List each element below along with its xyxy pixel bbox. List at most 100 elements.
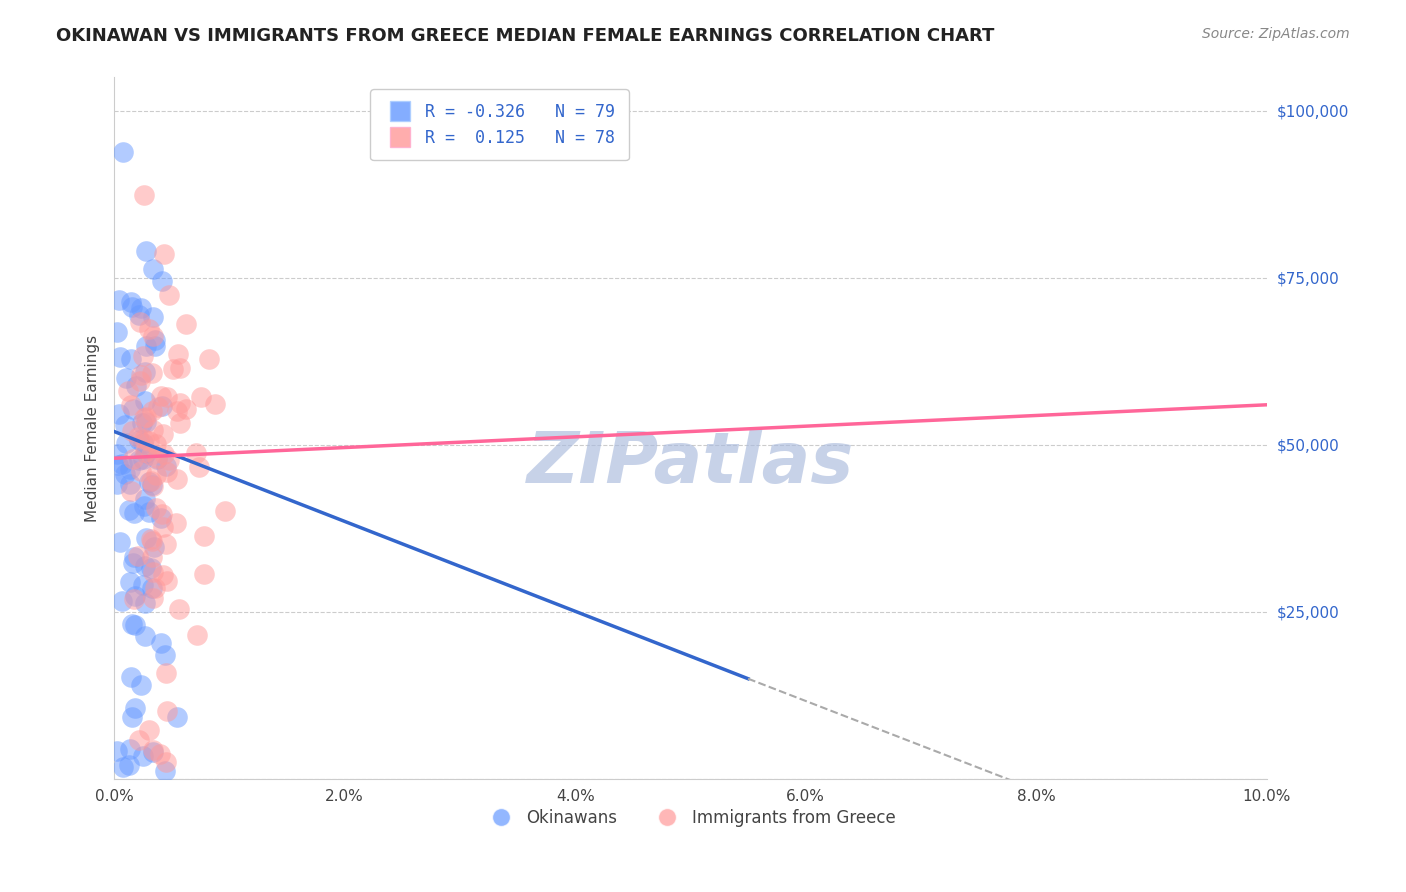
Point — [148, 400, 170, 414]
Point — [166, 472, 188, 486]
Point — [156, 704, 179, 718]
Point — [169, 395, 191, 409]
Point — [134, 446, 156, 460]
Point — [121, 710, 143, 724]
Point — [150, 511, 173, 525]
Point — [120, 669, 142, 683]
Point — [129, 678, 152, 692]
Point — [145, 501, 167, 516]
Point — [134, 411, 156, 425]
Point — [121, 300, 143, 314]
Point — [150, 399, 173, 413]
Point — [124, 618, 146, 632]
Point — [156, 465, 179, 479]
Point — [142, 423, 165, 437]
Point — [193, 566, 215, 581]
Point — [141, 449, 163, 463]
Point — [131, 417, 153, 431]
Point — [134, 499, 156, 513]
Point — [122, 550, 145, 565]
Point — [141, 549, 163, 564]
Point — [117, 384, 139, 398]
Point — [142, 540, 165, 554]
Point — [118, 742, 141, 756]
Point — [190, 390, 212, 404]
Point — [141, 477, 163, 491]
Point — [127, 549, 149, 563]
Point — [169, 416, 191, 430]
Point — [204, 397, 226, 411]
Point — [143, 334, 166, 348]
Point — [111, 594, 134, 608]
Point — [105, 744, 128, 758]
Point — [134, 445, 156, 459]
Point — [122, 592, 145, 607]
Point — [127, 430, 149, 444]
Point — [152, 519, 174, 533]
Point — [141, 534, 163, 549]
Point — [187, 460, 209, 475]
Point — [155, 764, 177, 778]
Point — [112, 145, 135, 159]
Point — [138, 723, 160, 737]
Text: ZIPatlas: ZIPatlas — [527, 429, 853, 498]
Point — [122, 506, 145, 520]
Point — [131, 452, 153, 467]
Point — [120, 352, 142, 367]
Point — [138, 434, 160, 448]
Point — [118, 462, 141, 476]
Point — [152, 427, 174, 442]
Point — [141, 474, 163, 488]
Point — [132, 349, 155, 363]
Point — [167, 347, 190, 361]
Point — [142, 746, 165, 760]
Point — [111, 457, 134, 471]
Point — [138, 475, 160, 490]
Point — [108, 407, 131, 421]
Point — [138, 322, 160, 336]
Point — [146, 450, 169, 465]
Point — [150, 274, 173, 288]
Point — [112, 760, 135, 774]
Point — [146, 451, 169, 466]
Point — [153, 648, 176, 662]
Point — [129, 368, 152, 383]
Point — [150, 507, 173, 521]
Point — [156, 574, 179, 588]
Point — [121, 616, 143, 631]
Point — [122, 452, 145, 467]
Point — [105, 476, 128, 491]
Point — [193, 528, 215, 542]
Point — [155, 458, 177, 473]
Point — [141, 404, 163, 418]
Point — [143, 339, 166, 353]
Point — [138, 505, 160, 519]
Point — [134, 393, 156, 408]
Text: Source: ZipAtlas.com: Source: ZipAtlas.com — [1202, 27, 1350, 41]
Point — [142, 742, 165, 756]
Point — [142, 329, 165, 343]
Y-axis label: Median Female Earnings: Median Female Earnings — [86, 334, 100, 522]
Point — [142, 310, 165, 324]
Point — [108, 534, 131, 549]
Point — [157, 453, 180, 467]
Point — [135, 338, 157, 352]
Point — [214, 504, 236, 518]
Point — [134, 364, 156, 378]
Point — [169, 360, 191, 375]
Point — [174, 402, 197, 417]
Point — [121, 424, 143, 438]
Point — [186, 628, 208, 642]
Point — [114, 467, 136, 481]
Point — [135, 531, 157, 545]
Point — [139, 561, 162, 575]
Point — [118, 575, 141, 590]
Point — [115, 436, 138, 450]
Point — [155, 537, 177, 551]
Point — [128, 374, 150, 388]
Point — [105, 325, 128, 339]
Point — [162, 361, 184, 376]
Legend: Okinawans, Immigrants from Greece: Okinawans, Immigrants from Greece — [478, 803, 903, 834]
Point — [167, 602, 190, 616]
Point — [165, 516, 187, 531]
